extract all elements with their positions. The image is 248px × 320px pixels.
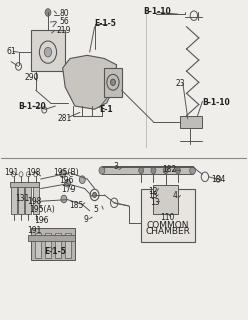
Bar [11, 182, 17, 214]
Text: CHAMBER: CHAMBER [146, 227, 190, 236]
Text: 196: 196 [59, 176, 73, 185]
Text: 13: 13 [150, 198, 159, 207]
Text: 185: 185 [69, 201, 83, 210]
Bar [102, 166, 193, 174]
Bar [65, 233, 70, 258]
Circle shape [151, 167, 156, 174]
Text: 198: 198 [26, 168, 40, 177]
Bar [31, 30, 65, 71]
Bar [31, 228, 75, 260]
Text: 13: 13 [149, 191, 158, 200]
Bar [18, 182, 24, 214]
Text: 4: 4 [173, 191, 178, 200]
Circle shape [176, 167, 180, 174]
Text: E-1: E-1 [99, 105, 113, 114]
Text: 195(A): 195(A) [30, 205, 55, 214]
Polygon shape [63, 55, 117, 109]
Text: 290: 290 [25, 73, 39, 82]
Text: 61: 61 [6, 47, 16, 56]
Text: B-1-20: B-1-20 [19, 102, 46, 111]
Text: 219: 219 [57, 26, 71, 36]
Bar [33, 182, 39, 214]
Bar [104, 68, 122, 97]
Bar [28, 235, 75, 241]
Bar [55, 233, 61, 258]
Text: 191: 191 [27, 226, 41, 235]
Text: 9: 9 [84, 215, 89, 224]
Circle shape [61, 195, 67, 203]
Text: 56: 56 [59, 17, 69, 26]
Text: 281: 281 [58, 114, 72, 123]
Text: 191: 191 [4, 168, 18, 177]
Bar [35, 233, 41, 258]
Text: 23: 23 [176, 79, 185, 88]
Circle shape [93, 192, 96, 197]
Bar [26, 182, 31, 214]
Text: COMMON: COMMON [147, 220, 189, 229]
Circle shape [44, 47, 52, 57]
Text: B-1-10: B-1-10 [202, 99, 230, 108]
Text: 198: 198 [27, 197, 41, 206]
Bar [10, 182, 39, 187]
Circle shape [163, 167, 168, 174]
Text: 5: 5 [93, 205, 98, 214]
Text: 182: 182 [162, 165, 176, 174]
Bar [154, 185, 178, 214]
Circle shape [111, 79, 115, 85]
Text: 12: 12 [149, 187, 158, 196]
Bar [45, 233, 51, 258]
Bar [141, 188, 195, 243]
Text: 196: 196 [34, 216, 49, 225]
Text: 179: 179 [62, 185, 76, 194]
Text: 131: 131 [15, 194, 29, 203]
Text: 184: 184 [211, 175, 225, 185]
Circle shape [99, 167, 105, 174]
Text: 195(B): 195(B) [53, 168, 79, 177]
Text: 110: 110 [160, 212, 175, 222]
Text: 3: 3 [113, 162, 118, 171]
Circle shape [45, 9, 51, 16]
Circle shape [139, 167, 144, 174]
Text: 80: 80 [59, 9, 69, 18]
Text: E-1-5: E-1-5 [94, 19, 117, 28]
Circle shape [79, 176, 85, 183]
Circle shape [60, 170, 66, 178]
Circle shape [190, 167, 196, 174]
Bar [180, 116, 202, 128]
Circle shape [65, 179, 70, 187]
Text: E-1-5: E-1-5 [44, 247, 66, 257]
Text: B-1-10: B-1-10 [144, 7, 171, 16]
